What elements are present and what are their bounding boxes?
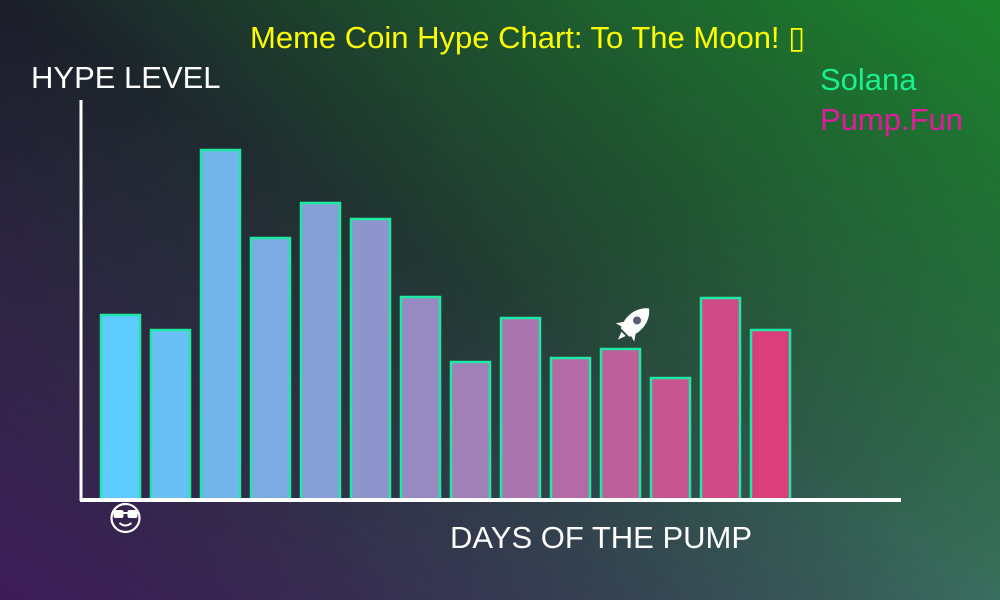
bar-2 [149, 328, 192, 502]
x-axis-label: DAYS OF THE PUMP [450, 520, 753, 555]
chart-title: Meme Coin Hype Chart: To The Moon! ▯ [250, 20, 806, 55]
bar-3 [199, 148, 242, 502]
bar-9 [499, 316, 542, 502]
y-axis-label: HYPE LEVEL [31, 60, 221, 95]
bar-11 [599, 347, 642, 502]
bar-10 [549, 356, 592, 502]
bar-7 [399, 295, 442, 502]
cool-face-icon [110, 502, 141, 534]
legend-item-solana: Solana [820, 62, 917, 97]
bar-8 [449, 360, 492, 502]
bar-12 [649, 376, 692, 502]
bar-4 [249, 236, 292, 502]
legend-item-pumpfun: Pump.Fun [820, 102, 964, 137]
rocket-icon [615, 308, 650, 342]
legend: Solana Pump.Fun [820, 60, 963, 140]
bar-5 [299, 201, 342, 502]
bar-14 [749, 328, 792, 502]
bar-6 [349, 217, 392, 502]
bar-13 [699, 296, 742, 502]
bar-1 [99, 313, 142, 502]
